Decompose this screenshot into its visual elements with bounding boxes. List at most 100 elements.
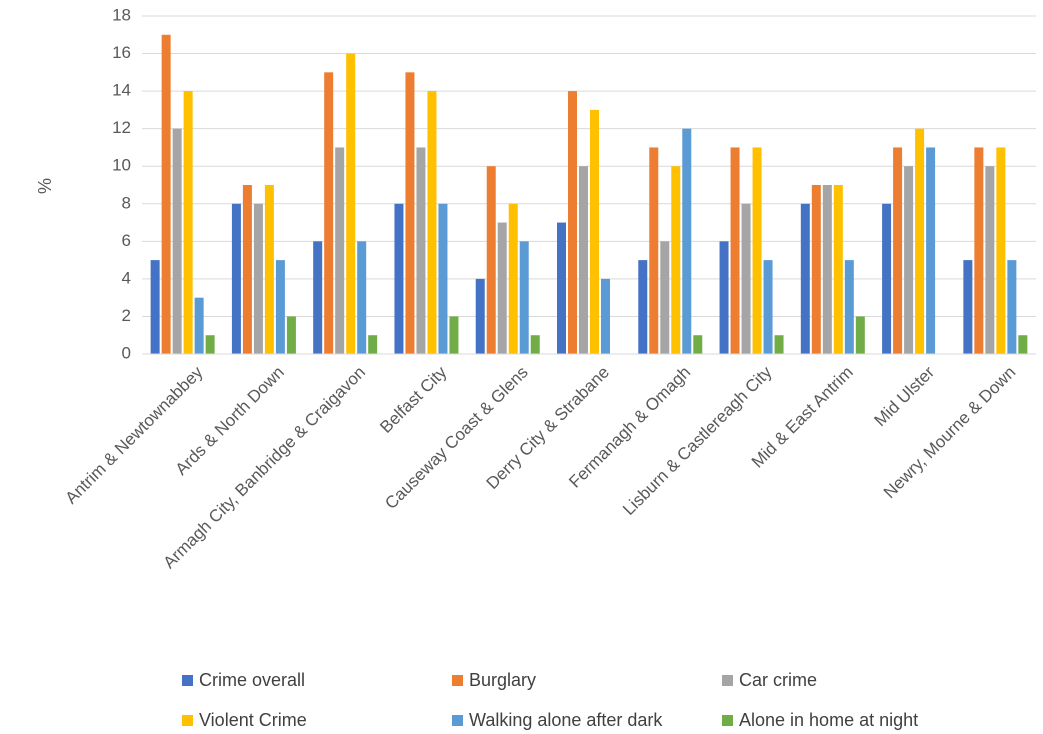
x-category-label: Antrim & Newtownabbey — [62, 362, 207, 507]
bar — [530, 335, 540, 354]
y-tick-label: 12 — [112, 118, 131, 137]
bar — [183, 91, 193, 354]
x-category-label: Belfast City — [376, 362, 451, 437]
bar — [486, 166, 496, 354]
bar — [161, 34, 171, 355]
legend-label: Alone in home at night — [739, 710, 919, 730]
bar — [996, 147, 1006, 354]
bar — [904, 166, 914, 354]
bar — [394, 203, 404, 354]
legend-item: Burglary — [452, 670, 536, 691]
bar — [313, 241, 323, 354]
bar — [893, 147, 903, 354]
bar — [557, 222, 566, 354]
bar — [822, 185, 832, 354]
bar — [844, 260, 854, 354]
bar — [416, 147, 426, 354]
y-tick-label: 0 — [122, 343, 131, 362]
bar — [671, 166, 681, 354]
bar — [368, 335, 378, 354]
legend-label: Walking alone after dark — [469, 710, 663, 730]
bar — [855, 316, 865, 354]
x-category-label: Lisburn & Castlereagh City — [619, 362, 776, 519]
bar — [346, 53, 356, 355]
bar — [405, 72, 415, 354]
legend-swatch — [722, 675, 733, 686]
x-category-label: Causeway Coast & Glens — [381, 363, 531, 513]
bar — [194, 297, 204, 354]
bar — [963, 260, 973, 354]
bar — [601, 278, 610, 354]
x-category-label: Mid Ulster — [871, 362, 939, 430]
bar — [324, 72, 334, 354]
bar — [449, 316, 459, 354]
bar — [774, 335, 784, 354]
legend: Crime overall Burglary Car crime Violent Cr… — [182, 664, 1022, 734]
bar — [1007, 260, 1017, 354]
bar — [205, 335, 215, 354]
bar — [730, 147, 740, 354]
legend-label: Violent Crime — [199, 710, 307, 730]
bar — [275, 260, 285, 354]
bar — [915, 128, 925, 354]
bar — [590, 109, 599, 354]
bar — [974, 147, 984, 354]
bar — [568, 91, 577, 354]
bar — [752, 147, 762, 354]
bar — [926, 147, 936, 354]
y-tick-label: 10 — [112, 156, 131, 175]
y-tick-label: 8 — [122, 193, 131, 212]
bar — [264, 185, 274, 354]
y-tick-label: 6 — [122, 231, 131, 250]
bar — [357, 241, 367, 354]
legend-swatch — [722, 715, 733, 726]
bar — [335, 147, 345, 354]
bar — [682, 128, 692, 354]
y-tick-label: 2 — [122, 306, 131, 325]
legend-item: Car crime — [722, 670, 817, 691]
bar — [719, 241, 729, 354]
y-tick-label: 4 — [122, 268, 131, 287]
bar — [508, 203, 518, 354]
bar — [242, 185, 252, 354]
y-tick-label: 16 — [112, 43, 131, 62]
bar — [150, 260, 160, 354]
bar — [286, 316, 296, 354]
y-tick-label: 14 — [112, 81, 131, 100]
bar — [649, 147, 659, 354]
bar — [519, 241, 529, 354]
y-tick-label: 18 — [112, 5, 131, 24]
legend-label: Burglary — [469, 670, 537, 690]
legend-swatch — [182, 715, 193, 726]
bar — [231, 203, 241, 354]
bar — [741, 203, 751, 354]
bar — [693, 335, 703, 354]
bar — [253, 203, 263, 354]
bar — [475, 278, 485, 354]
legend-swatch — [452, 675, 463, 686]
bar — [638, 260, 648, 354]
bar — [427, 91, 437, 354]
bar — [438, 203, 448, 354]
bar — [172, 128, 182, 354]
bar — [811, 185, 821, 354]
legend-item: Crime overall — [182, 670, 305, 691]
legend-swatch — [452, 715, 463, 726]
bar — [763, 260, 773, 354]
bar — [660, 241, 670, 354]
gridlines — [142, 15, 1036, 317]
legend-label: Car crime — [739, 670, 818, 690]
legend-label: Crime overall — [199, 670, 306, 690]
legend-item: Walking alone after dark — [452, 710, 662, 731]
y-axis-ticks: 0 2 4 6 8 10 12 14 16 18 — [112, 5, 131, 362]
bar — [1018, 335, 1028, 354]
bar — [985, 166, 995, 354]
bar — [833, 185, 843, 354]
bar — [579, 166, 588, 354]
bar — [497, 222, 507, 354]
legend-item: Alone in home at night — [722, 710, 918, 731]
legend-swatch — [182, 675, 193, 686]
x-category-label: Newry, Mourne & Down — [880, 363, 1019, 502]
